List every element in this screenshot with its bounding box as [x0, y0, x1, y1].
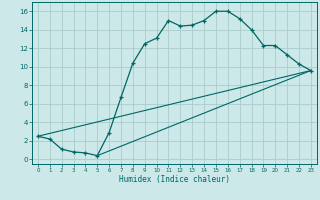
X-axis label: Humidex (Indice chaleur): Humidex (Indice chaleur): [119, 175, 230, 184]
